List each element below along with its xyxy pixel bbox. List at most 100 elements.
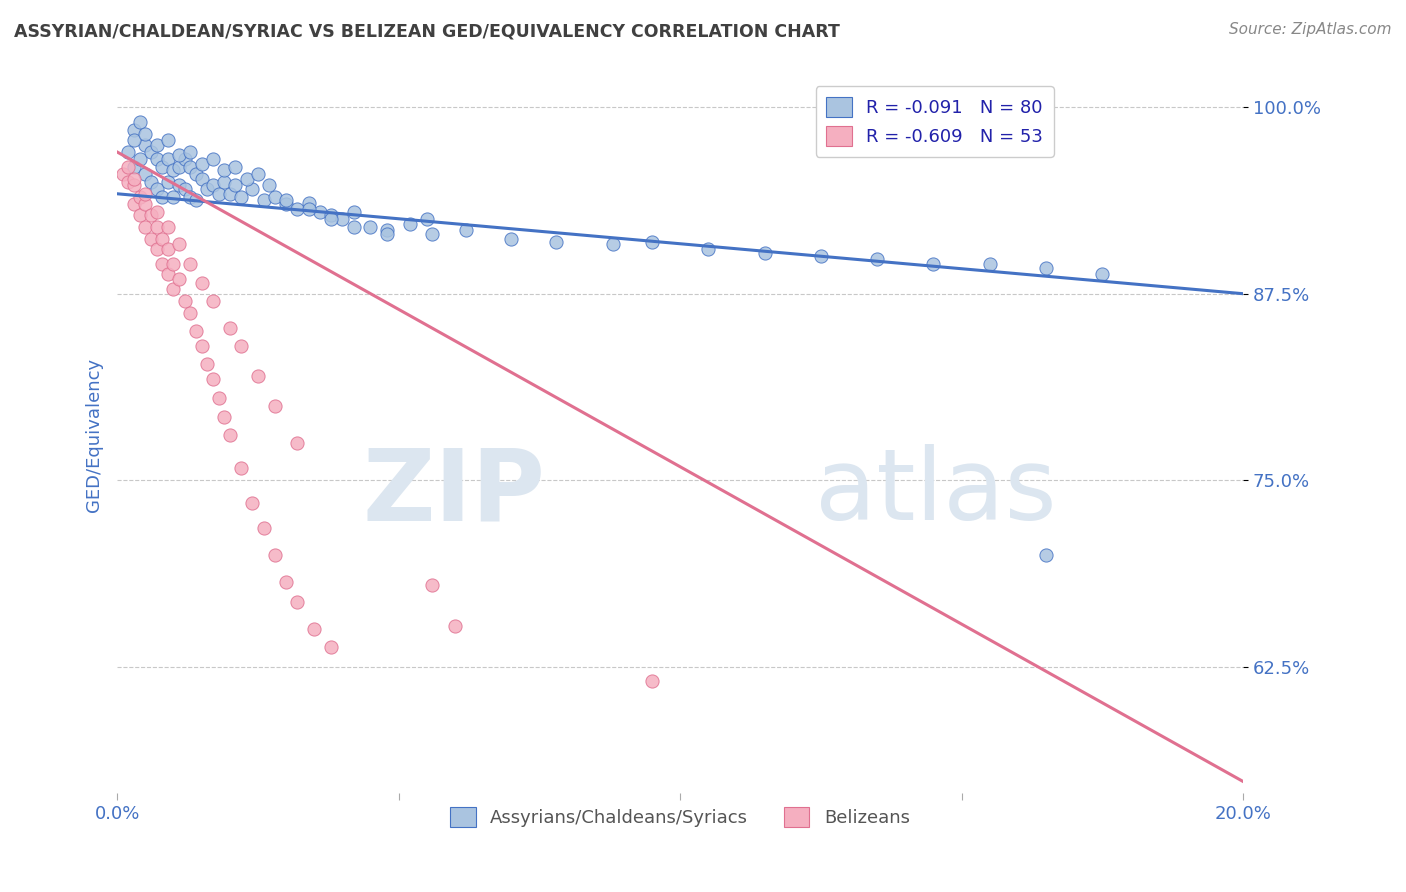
Point [1035, 548, 1057, 562]
Point [218, 186, 240, 201]
Point [145, 219, 167, 234]
Point [134, 197, 156, 211]
Point [212, 175, 235, 189]
Point [319, 212, 342, 227]
Point [184, 168, 207, 182]
Point [156, 153, 179, 167]
Point [240, 182, 263, 196]
Point [167, 237, 190, 252]
Point [308, 204, 330, 219]
Point [979, 257, 1001, 271]
Point [134, 168, 156, 182]
Point [122, 133, 145, 147]
Point [330, 212, 353, 227]
Point [285, 435, 308, 450]
Point [274, 197, 297, 211]
Point [156, 242, 179, 256]
Point [139, 208, 162, 222]
Point [252, 193, 274, 207]
Point [128, 153, 150, 167]
Point [319, 640, 342, 655]
Point [297, 195, 319, 210]
Point [377, 227, 399, 241]
Point [302, 622, 325, 636]
Point [235, 172, 257, 186]
Point [190, 172, 212, 186]
Point [173, 153, 195, 167]
Point [117, 145, 139, 159]
Point [201, 372, 224, 386]
Point [1035, 261, 1057, 276]
Point [224, 178, 246, 192]
Point [179, 160, 201, 174]
Point [252, 521, 274, 535]
Point [145, 242, 167, 256]
Point [297, 202, 319, 216]
Point [218, 321, 240, 335]
Legend: Assyrians/Chaldeans/Syriacs, Belizeans: Assyrians/Chaldeans/Syriacs, Belizeans [443, 800, 917, 834]
Point [128, 115, 150, 129]
Point [139, 231, 162, 245]
Point [257, 178, 280, 192]
Point [422, 227, 444, 241]
Point [179, 145, 201, 159]
Point [697, 242, 720, 256]
Point [229, 190, 252, 204]
Point [263, 548, 285, 562]
Point [416, 212, 439, 227]
Point [602, 237, 624, 252]
Point [212, 410, 235, 425]
Point [641, 674, 664, 689]
Point [263, 190, 285, 204]
Point [162, 190, 184, 204]
Point [122, 178, 145, 192]
Point [145, 204, 167, 219]
Point [156, 219, 179, 234]
Point [145, 137, 167, 152]
Point [156, 175, 179, 189]
Point [117, 175, 139, 189]
Point [201, 178, 224, 192]
Point [342, 204, 364, 219]
Point [201, 153, 224, 167]
Point [190, 277, 212, 291]
Text: atlas: atlas [815, 444, 1057, 541]
Point [399, 217, 422, 231]
Point [134, 186, 156, 201]
Point [179, 306, 201, 320]
Point [866, 252, 889, 267]
Point [162, 282, 184, 296]
Point [139, 175, 162, 189]
Point [150, 231, 173, 245]
Point [134, 137, 156, 152]
Point [246, 368, 269, 383]
Point [754, 246, 776, 260]
Point [377, 222, 399, 236]
Point [207, 391, 229, 405]
Point [173, 294, 195, 309]
Point [150, 190, 173, 204]
Point [456, 222, 478, 236]
Point [122, 122, 145, 136]
Point [274, 574, 297, 589]
Point [224, 160, 246, 174]
Point [122, 197, 145, 211]
Point [162, 162, 184, 177]
Point [184, 324, 207, 338]
Point [285, 202, 308, 216]
Point [444, 619, 467, 633]
Point [173, 182, 195, 196]
Point [162, 257, 184, 271]
Point [150, 160, 173, 174]
Point [117, 160, 139, 174]
Point [201, 294, 224, 309]
Point [274, 193, 297, 207]
Point [179, 257, 201, 271]
Point [167, 272, 190, 286]
Point [240, 495, 263, 509]
Point [342, 219, 364, 234]
Point [150, 257, 173, 271]
Point [128, 190, 150, 204]
Point [167, 178, 190, 192]
Point [319, 208, 342, 222]
